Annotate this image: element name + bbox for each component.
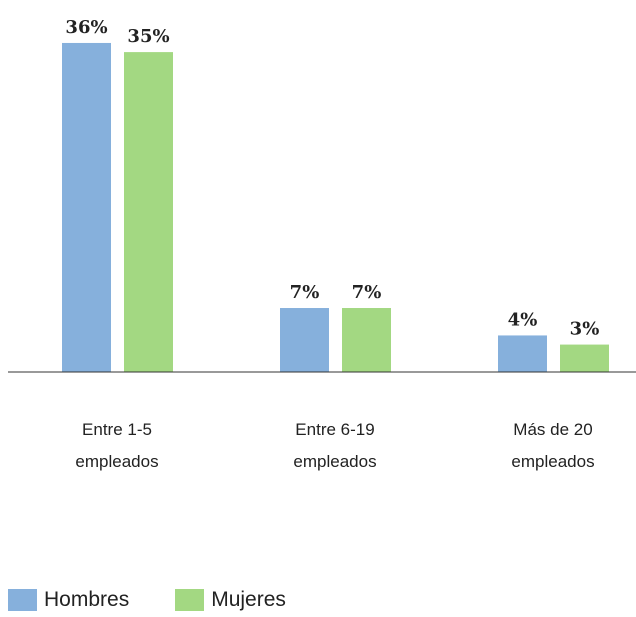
bar <box>62 42 111 373</box>
data-label: 36% <box>65 17 107 38</box>
legend-label: Mujeres <box>211 588 286 611</box>
x-tick-label: Más de 20 empleados <box>511 420 595 471</box>
data-label: 7% <box>290 282 320 303</box>
legend-label: Hombres <box>44 588 130 611</box>
legend-item: Mujeres <box>175 588 286 612</box>
legend-swatch <box>175 589 205 611</box>
data-label: 4% <box>508 309 538 330</box>
legend-swatch <box>8 589 37 611</box>
data-label: 35% <box>127 26 169 47</box>
bar <box>560 344 609 372</box>
bar <box>280 308 329 372</box>
bar <box>342 308 391 372</box>
chart: 36% 35% 7% 7% 4% 3% <box>8 17 636 373</box>
data-label: 3% <box>570 319 600 340</box>
x-tick-label: Entre 6-19 empleados <box>293 420 377 471</box>
legend-item: Hombres <box>8 588 129 612</box>
data-label: 7% <box>352 282 382 303</box>
bar <box>124 52 173 372</box>
x-tick-label: Entre 1-5 empleados <box>75 420 159 471</box>
bar <box>498 335 547 372</box>
legend: Hombres Mujeres <box>8 588 332 612</box>
